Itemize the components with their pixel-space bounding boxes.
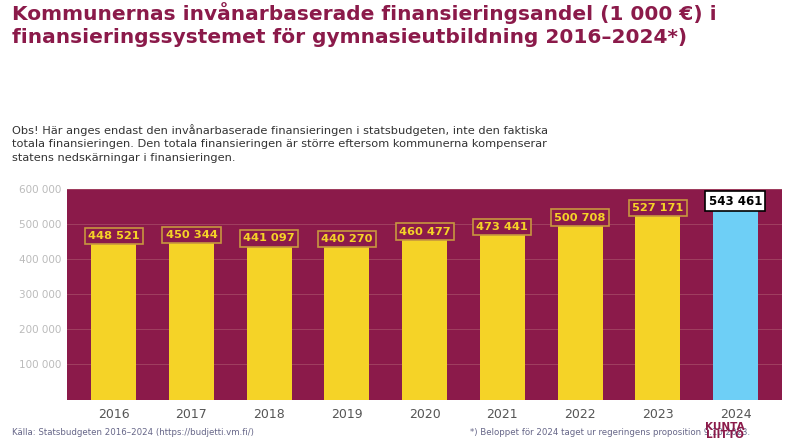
Text: 448 521: 448 521	[88, 231, 140, 241]
Text: 543 461: 543 461	[709, 194, 762, 207]
Bar	[169, 241, 214, 400]
Text: LIITTO: LIITTO	[706, 429, 744, 440]
Bar	[402, 238, 447, 400]
Bar	[91, 242, 137, 400]
Bar	[325, 245, 370, 400]
Bar	[635, 214, 680, 400]
Text: Kommunernas invånarbaserade finansieringsandel (1 000 €) i
finansieringssystemet: Kommunernas invånarbaserade finansiering…	[12, 2, 717, 47]
Text: 460 477: 460 477	[399, 227, 450, 237]
Text: Källa: Statsbudgeten 2016–2024 (https://budjetti.vm.fi/): Källa: Statsbudgeten 2016–2024 (https://…	[12, 428, 254, 437]
Bar	[558, 224, 603, 400]
Text: *) Beloppet för 2024 taget ur regeringens proposition 9.10.2023.: *) Beloppet för 2024 taget ur regeringen…	[470, 428, 750, 437]
Bar	[713, 209, 758, 400]
Text: 527 171: 527 171	[632, 203, 683, 213]
Text: 441 097: 441 097	[243, 234, 295, 243]
Text: 450 344: 450 344	[166, 230, 217, 240]
Text: 500 708: 500 708	[555, 213, 606, 222]
Text: KUNTA: KUNTA	[705, 421, 745, 432]
Text: 440 270: 440 270	[322, 234, 373, 244]
Text: Obs! Här anges endast den invånarbaserade finansieringen i statsbudgeten, inte d: Obs! Här anges endast den invånarbaserad…	[12, 124, 547, 163]
Bar	[246, 245, 292, 400]
Text: 473 441: 473 441	[476, 222, 529, 232]
Bar	[480, 233, 525, 400]
